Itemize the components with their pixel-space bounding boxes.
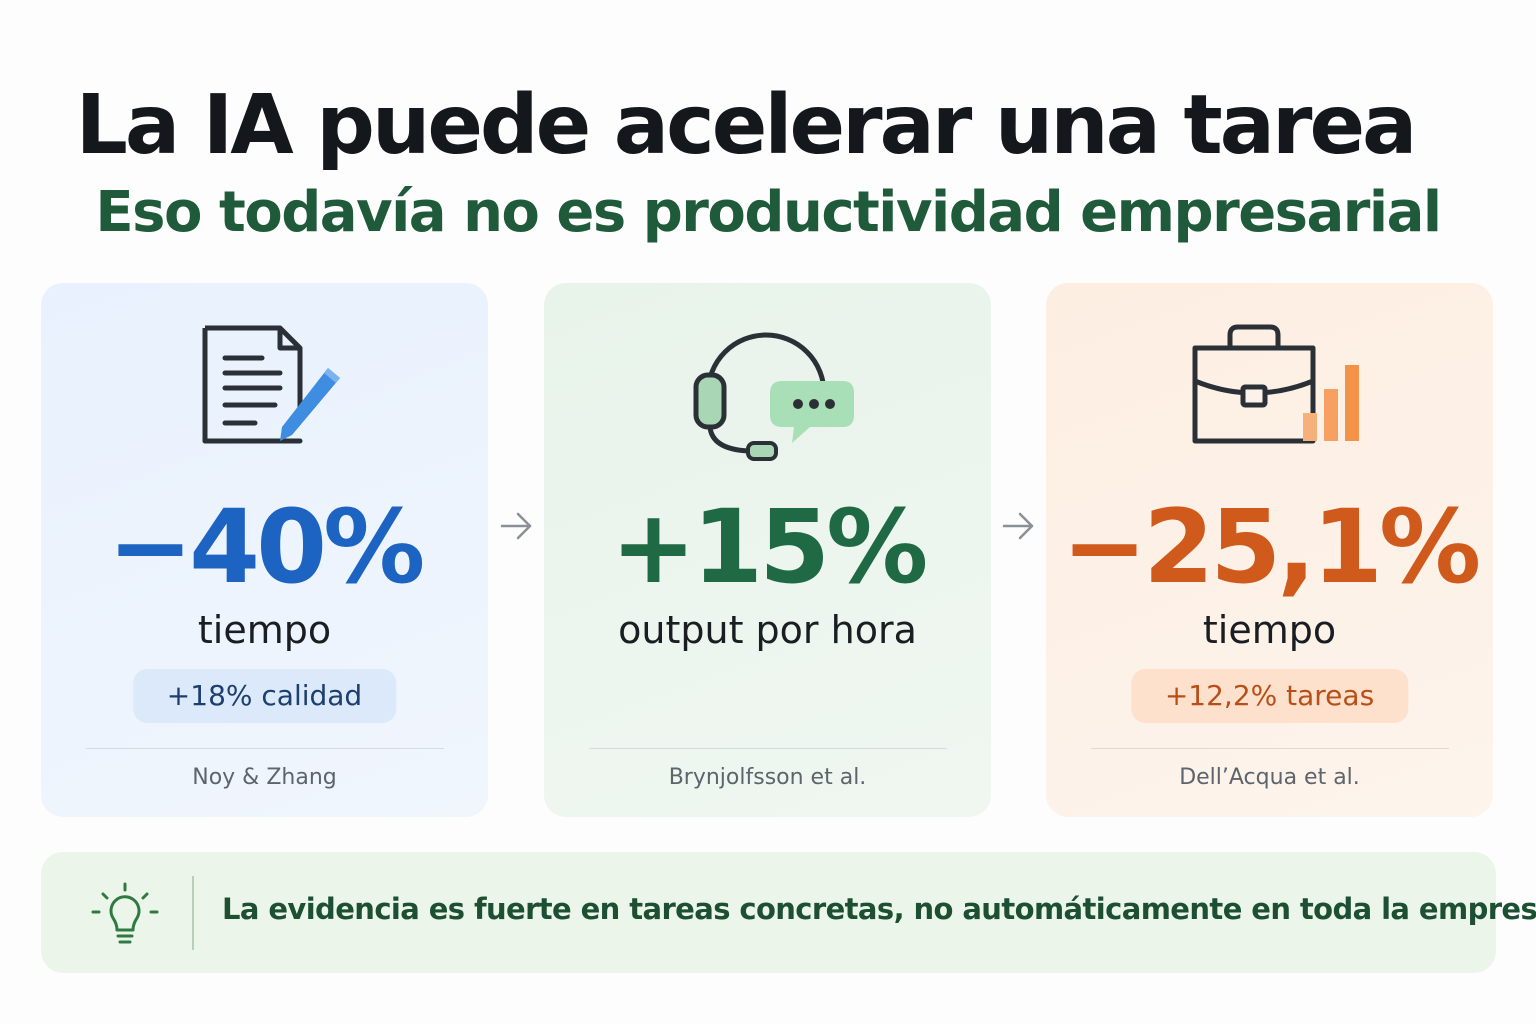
banner-divider (192, 876, 194, 950)
page-subtitle: Eso todavía no es productividad empresar… (95, 180, 1442, 245)
briefcase-chart-icon (1046, 313, 1493, 463)
stat-source: Brynjolfsson et al. (668, 765, 867, 790)
stat-value: −25,1% (1061, 488, 1481, 607)
stat-metric: tiempo (1202, 608, 1337, 652)
stat-source: Dell’Acqua et al. (1179, 765, 1360, 790)
stat-source: Noy & Zhang (192, 765, 337, 790)
lightbulb-icon (91, 882, 159, 944)
stat-card-noy-zhang: −40% tiempo +18% calidad Noy & Zhang (41, 283, 488, 817)
stat-card-brynjolfsson: +15% output por hora Brynjolfsson et al. (544, 283, 991, 817)
card-divider (1091, 748, 1449, 749)
stat-value: +15% (610, 488, 929, 607)
page-title: La IA puede acelerar una tarea (75, 78, 1418, 173)
stat-metric: output por hora (618, 608, 917, 652)
stat-metric: tiempo (197, 608, 332, 652)
conclusion-text: La evidencia es fuerte en tareas concret… (222, 892, 1536, 926)
conclusion-banner: La evidencia es fuerte en tareas concret… (41, 852, 1536, 973)
stat-note-badge: +12,2% tareas (1130, 669, 1409, 723)
card-divider (589, 748, 947, 749)
stat-note-badge: +18% calidad (132, 669, 397, 723)
stat-card-dellacqua: −25,1% tiempo +12,2% tareas Dell’Acqua e… (1046, 283, 1493, 817)
card-divider (86, 748, 444, 749)
stat-value: −40% (107, 488, 426, 607)
arrow-right-icon (1002, 512, 1034, 540)
headset-chat-icon (544, 313, 991, 463)
arrow-right-icon (500, 512, 532, 540)
document-edit-icon (41, 313, 488, 463)
